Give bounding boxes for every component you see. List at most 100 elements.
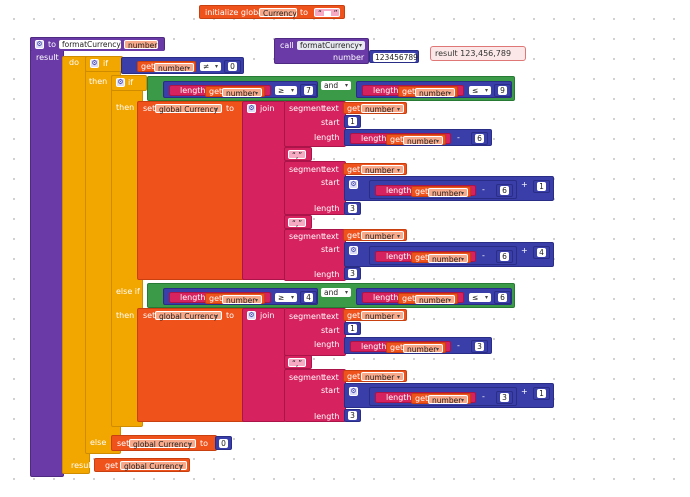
length-block[interactable]: length get number ▾: [362, 292, 464, 305]
comma-text-block[interactable]: “,”: [284, 215, 312, 229]
get-number-block[interactable]: get number ▾: [137, 61, 196, 73]
length-block[interactable]: length get number ▾: [350, 133, 451, 146]
get-global-block[interactable]: get global Currency ▾: [94, 458, 190, 472]
get-number-block[interactable]: get number ▾: [343, 102, 407, 114]
minus-op[interactable]: -: [457, 133, 460, 142]
op-gte-dropdown[interactable]: ≥ ▾: [275, 293, 297, 302]
number-literal[interactable]: 3: [344, 409, 361, 422]
set-var-dropdown[interactable]: global Currency ▾: [129, 439, 196, 449]
var-name-field[interactable]: Currency: [259, 8, 297, 18]
var-dropdown[interactable]: number ▾: [361, 311, 404, 321]
get-number-block[interactable]: get number ▾: [343, 229, 407, 241]
minus-op[interactable]: -: [482, 251, 485, 260]
plus-op[interactable]: +: [521, 246, 528, 255]
length-block[interactable]: length get number ▾: [375, 185, 476, 198]
var-dropdown[interactable]: number ▾: [428, 254, 468, 264]
number-literal[interactable]: 7: [300, 84, 317, 97]
init-global-block[interactable]: initialize global Currency to “ ”: [199, 5, 345, 19]
var-dropdown[interactable]: global Currency ▾: [120, 461, 187, 471]
op-lte-dropdown[interactable]: ≤ ▾: [469, 86, 491, 95]
get-number-block[interactable]: get number ▾: [343, 163, 407, 175]
var-dropdown[interactable]: number ▾: [222, 295, 262, 305]
var-dropdown[interactable]: number ▾: [403, 136, 443, 146]
get-number-block[interactable]: get number ▾: [343, 370, 407, 382]
var-dropdown[interactable]: number ▾: [415, 88, 455, 98]
set-var-dropdown[interactable]: global Currency ▾: [155, 104, 222, 114]
number-literal[interactable]: 6: [471, 132, 488, 145]
var-dropdown[interactable]: number ▾: [361, 165, 404, 175]
procedure-gear-icon[interactable]: ⚙: [35, 40, 44, 49]
var-dropdown[interactable]: number ▾: [415, 295, 455, 305]
get-number-block[interactable]: get number ▾: [411, 393, 471, 405]
set-global-block-1[interactable]: set global Currency ▾ to: [137, 101, 245, 280]
join-block-1[interactable]: ⚙ join: [242, 101, 286, 280]
get-number-block[interactable]: get number ▾: [411, 186, 471, 198]
var-dropdown[interactable]: number ▾: [361, 104, 404, 114]
math-plus-block[interactable]: ⚙ length get number ▾ - 6 + 4: [344, 242, 554, 267]
plus-gear-icon[interactable]: ⚙: [349, 246, 358, 255]
op-lte-dropdown[interactable]: ≤ ▾: [469, 293, 491, 302]
op-neq-dropdown[interactable]: ≠ ▾: [200, 62, 221, 71]
segment-block[interactable]: segment text start length: [284, 229, 346, 281]
compare-neq-block[interactable]: get number ▾ ≠ ▾ 0: [121, 57, 244, 74]
procedure-frame[interactable]: [30, 37, 64, 477]
plus-gear-icon[interactable]: ⚙: [349, 180, 358, 189]
compare-lte-block[interactable]: length get number ▾ ≤ ▾ 6: [356, 288, 512, 305]
math-minus-block[interactable]: length get number ▾ - 6: [369, 246, 517, 265]
get-number-block[interactable]: get number ▾: [343, 309, 407, 321]
number-literal[interactable]: 1: [344, 115, 361, 128]
get-number-block[interactable]: get number ▾: [398, 293, 458, 305]
call-arg-value[interactable]: 123456789: [373, 53, 418, 62]
math-minus-block[interactable]: length get number ▾ - 6: [344, 129, 492, 146]
math-plus-block[interactable]: ⚙ length get number ▾ - 6 + 1: [344, 176, 554, 201]
var-dropdown[interactable]: number ▾: [222, 88, 262, 98]
get-number-block[interactable]: get number ▾: [411, 252, 471, 264]
number-literal[interactable]: 6: [496, 184, 513, 197]
length-block[interactable]: length get number ▾: [169, 292, 271, 305]
compare-lte-block[interactable]: length get number ▾ ≤ ▾ 9: [356, 81, 512, 98]
segment-block[interactable]: segment text start length: [284, 101, 346, 147]
var-dropdown[interactable]: number ▾: [428, 395, 468, 405]
var-dropdown[interactable]: number ▾: [361, 372, 404, 382]
get-number-block[interactable]: get number ▾: [386, 342, 446, 354]
number-literal[interactable]: 3: [344, 202, 361, 215]
number-literal[interactable]: 1: [533, 180, 550, 193]
and-block-1[interactable]: length get number ▾ ≥ ▾ 7 and ▾ length get …: [147, 76, 515, 101]
number-literal[interactable]: 0: [215, 436, 232, 450]
length-block[interactable]: length get number ▾: [362, 85, 464, 98]
math-plus-block[interactable]: ⚙ length get number ▾ - 3 + 1: [344, 383, 554, 408]
plus-op[interactable]: +: [521, 387, 528, 396]
number-literal[interactable]: 6: [494, 291, 511, 304]
join-gear-icon[interactable]: ⚙: [247, 311, 256, 320]
minus-op[interactable]: -: [482, 392, 485, 401]
segment-block[interactable]: segment text start length: [284, 308, 346, 356]
plus-op[interactable]: +: [521, 180, 528, 189]
join-gear-icon[interactable]: ⚙: [247, 104, 256, 113]
outer-if-gear-icon[interactable]: ⚙: [90, 59, 99, 68]
and-dropdown[interactable]: and ▾: [321, 81, 351, 90]
var-dropdown[interactable]: number ▾: [154, 63, 194, 73]
and-block-2[interactable]: length get number ▾ ≥ ▾ 4 and ▾ length get …: [147, 283, 515, 308]
compare-gte-block[interactable]: length get number ▾ ≥ ▾ 4: [163, 288, 318, 305]
number-literal[interactable]: 3: [496, 391, 513, 404]
call-arg-number[interactable]: 123456789: [369, 50, 419, 63]
and-dropdown[interactable]: and ▾: [321, 288, 351, 297]
minus-op[interactable]: -: [482, 185, 485, 194]
math-minus-block[interactable]: length get number ▾ - 3: [369, 387, 517, 406]
var-dropdown[interactable]: number ▾: [361, 231, 404, 241]
procedure-header[interactable]: ⚙ to formatCurrency number: [30, 37, 165, 51]
inner-if-gear-icon[interactable]: ⚙: [116, 78, 125, 87]
minus-op[interactable]: -: [457, 341, 460, 350]
plus-gear-icon[interactable]: ⚙: [349, 387, 358, 396]
comma-text-block[interactable]: “,”: [284, 355, 312, 369]
call-procedure-name[interactable]: formatCurrency ▾: [297, 41, 365, 50]
number-literal[interactable]: 4: [300, 291, 317, 304]
number-literal[interactable]: 6: [496, 250, 513, 263]
set-var-dropdown[interactable]: global Currency ▾: [155, 311, 222, 321]
length-block[interactable]: length get number ▾: [169, 85, 271, 98]
get-number-block[interactable]: get number ▾: [205, 86, 265, 98]
segment-block[interactable]: segment text start length: [284, 161, 346, 215]
number-literal[interactable]: 9: [494, 84, 511, 97]
call-procedure-block[interactable]: call formatCurrency ▾ number: [274, 38, 369, 64]
number-literal[interactable]: 0: [224, 60, 241, 73]
